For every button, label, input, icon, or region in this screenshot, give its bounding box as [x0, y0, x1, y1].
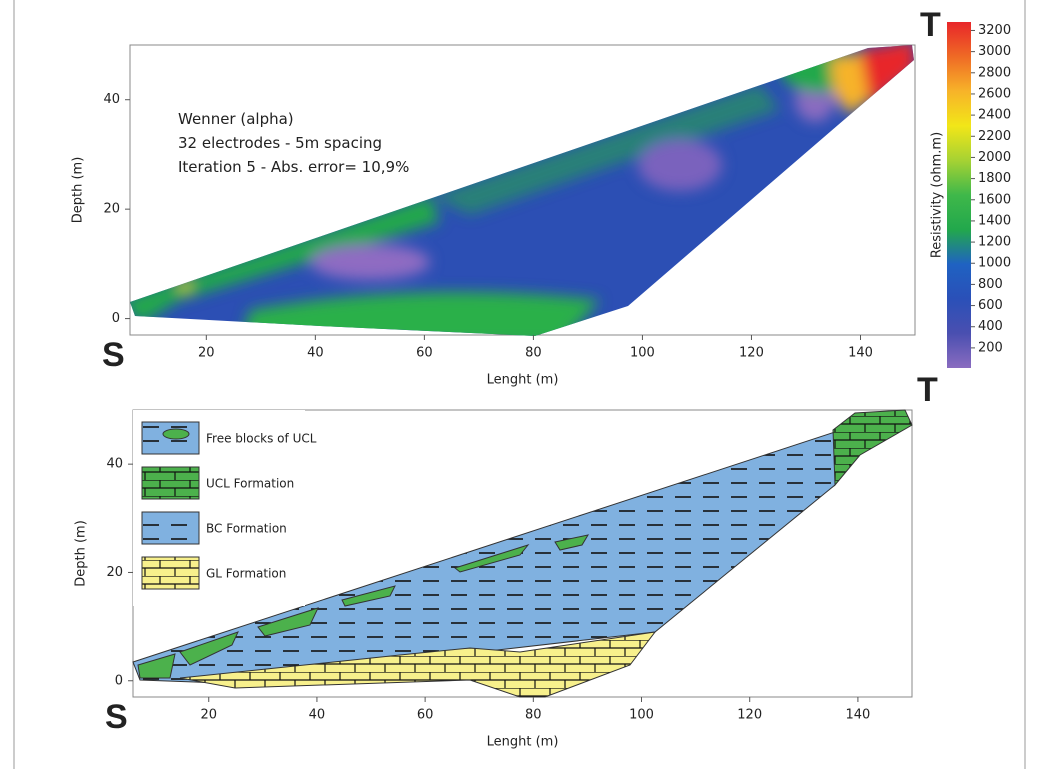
legend-swatch: [142, 557, 199, 589]
legend-label: BC Formation: [206, 522, 287, 536]
x-tick-label: 120: [739, 346, 764, 361]
colorbar-tick-label: 2400: [978, 108, 1011, 123]
colorbar-tick-label: 1800: [978, 171, 1011, 186]
legend-swatch: [142, 512, 199, 544]
corner-label: T: [917, 371, 938, 409]
x-tick-label: 20: [198, 346, 215, 361]
legend-label: GL Formation: [206, 567, 286, 581]
legend: Free blocks of UCL UCL Formation BC Format…: [133, 410, 317, 606]
colorbar-tick-label: 800: [978, 277, 1003, 292]
y-tick-label: 40: [103, 92, 120, 107]
corner-label: S: [102, 336, 125, 374]
colorbar-tick-label: 2000: [978, 150, 1011, 165]
colorbar-tick-label: 600: [978, 298, 1003, 313]
colorbar-tick-label: 2600: [978, 86, 1011, 101]
x-tick-label: 40: [307, 346, 324, 361]
legend-label: UCL Formation: [206, 477, 294, 491]
resistivity-model: [120, 40, 920, 345]
colorbar-label: Resistivity (ohm.m): [930, 132, 945, 258]
colorbar-tick-label: 1600: [978, 192, 1011, 207]
colorbar-tick-label: 200: [978, 340, 1003, 355]
colorbar: [947, 22, 971, 368]
x-axis-label: Lenght (m): [487, 735, 559, 750]
colorbar-tick-label: 400: [978, 319, 1003, 334]
annotation: Wenner (alpha): [178, 110, 294, 128]
x-axis-label: Lenght (m): [487, 373, 559, 388]
x-tick-label: 20: [200, 708, 217, 723]
x-tick-label: 40: [309, 708, 326, 723]
colorbar-tick-label: 3000: [978, 44, 1011, 59]
x-tick-label: 120: [737, 708, 762, 723]
annotation: 32 electrodes - 5m spacing: [178, 134, 382, 152]
colorbar-tick-label: 1000: [978, 256, 1011, 271]
legend-swatch: [142, 467, 199, 499]
figure: Free blocks of UCL UCL Formation BC Format…: [0, 0, 1039, 769]
colorbar-tick-label: 1200: [978, 235, 1011, 250]
y-tick-label: 0: [112, 311, 120, 326]
legend-label: Free blocks of UCL: [206, 432, 317, 446]
y-tick-label: 20: [106, 565, 123, 580]
annotation: Iteration 5 - Abs. error= 10,9%: [178, 158, 409, 176]
x-tick-label: 100: [629, 708, 654, 723]
colorbar-tick-label: 2800: [978, 65, 1011, 80]
y-tick-label: 20: [103, 202, 120, 217]
corner-label: T: [920, 6, 941, 44]
colorbar-tick-label: 1400: [978, 213, 1011, 228]
y-axis-label: Depth (m): [71, 157, 86, 224]
x-tick-label: 60: [417, 708, 434, 723]
x-tick-label: 80: [525, 708, 542, 723]
x-tick-label: 140: [845, 708, 870, 723]
x-tick-label: 60: [416, 346, 433, 361]
x-tick-label: 80: [525, 346, 542, 361]
y-axis-label: Depth (m): [74, 520, 89, 587]
y-tick-label: 0: [115, 673, 123, 688]
x-tick-label: 100: [630, 346, 655, 361]
corner-label: S: [105, 698, 128, 736]
colorbar-tick-label: 2200: [978, 129, 1011, 144]
colorbar-tick-label: 3200: [978, 23, 1011, 38]
legend-swatch-block: [163, 429, 189, 439]
y-tick-label: 40: [106, 457, 123, 472]
x-tick-label: 140: [848, 346, 873, 361]
